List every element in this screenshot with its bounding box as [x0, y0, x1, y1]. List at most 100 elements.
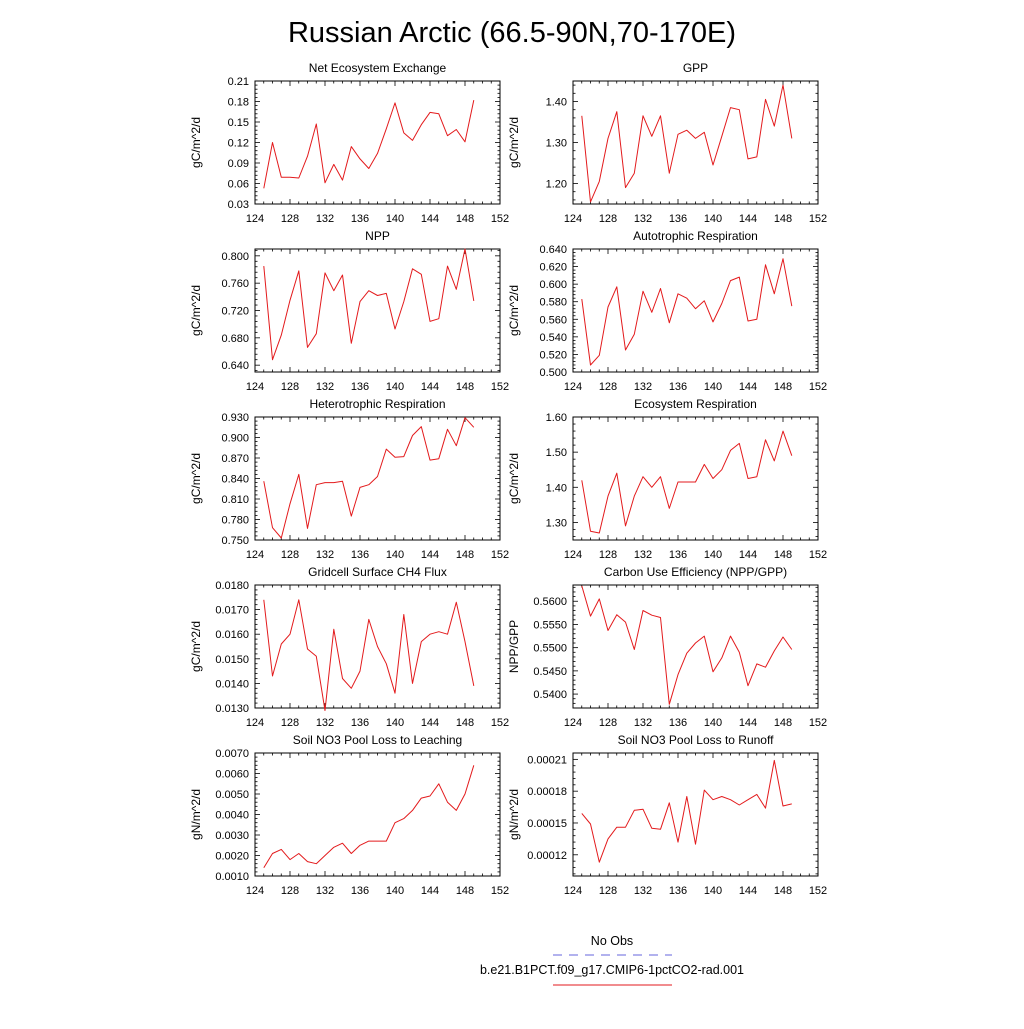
chart-panel-autotrophic-respiration: Autotrophic Respiration 124 128 132 136 140 14…	[507, 229, 827, 393]
x-tick-label: 140	[704, 717, 722, 729]
y-tick-label: 0.0180	[215, 580, 249, 592]
y-tick-label: 0.540	[539, 332, 567, 344]
x-tick-label: 124	[564, 213, 582, 225]
y-tick-label: 0.0130	[215, 703, 249, 715]
panel-title: Autotrophic Respiration	[633, 229, 758, 243]
x-tick-label: 124	[564, 885, 582, 897]
plot-frame	[254, 248, 501, 373]
y-tick-label: 1.50	[546, 447, 567, 459]
y-tick-label: 0.00018	[527, 786, 567, 798]
x-tick-label: 132	[634, 549, 652, 561]
y-tick-label: 0.06	[228, 179, 249, 191]
y-tick-label: 0.5600	[533, 596, 567, 608]
x-tick-label: 148	[456, 885, 474, 897]
x-tick-label: 152	[491, 213, 509, 225]
y-tick-label: 0.750	[221, 535, 249, 547]
chart-panel-npp: NPP 124 128 132 136 140 144 148 152 0.640 0.680 0.7…	[189, 229, 509, 393]
x-tick-label: 124	[564, 717, 582, 729]
x-tick-label: 140	[704, 381, 722, 393]
y-tick-label: 1.30	[546, 517, 567, 529]
y-axis-label: gC/m^2/d	[507, 453, 521, 504]
y-tick-label: 0.5450	[533, 666, 567, 678]
y-tick-label: 0.0020	[215, 851, 249, 863]
y-tick-label: 0.580	[539, 297, 567, 309]
x-tick-label: 140	[386, 549, 404, 561]
x-tick-label: 132	[316, 213, 334, 225]
x-tick-label: 148	[774, 549, 792, 561]
x-tick-label: 140	[704, 549, 722, 561]
y-tick-label: 0.800	[221, 251, 249, 263]
x-tick-label: 144	[421, 381, 439, 393]
x-tick-label: 140	[704, 213, 722, 225]
x-tick-label: 152	[809, 381, 827, 393]
y-tick-label: 0.21	[228, 76, 249, 88]
chart-panel-heterotrophic-respiration: Heterotrophic Respiration 124 128 132 136 140…	[189, 397, 509, 561]
y-tick-label: 0.00015	[527, 818, 567, 830]
y-axis-label: gC/m^2/d	[189, 621, 203, 672]
x-tick-label: 136	[351, 549, 369, 561]
x-tick-label: 148	[456, 717, 474, 729]
y-tick-label: 0.500	[539, 367, 567, 379]
series-line	[581, 759, 792, 863]
y-tick-label: 0.0070	[215, 748, 249, 760]
y-tick-label: 0.5400	[533, 689, 567, 701]
chart-panel-soil-no3-pool-loss-to-runoff: Soil NO3 Pool Loss to Runoff 124 128 132 136…	[507, 733, 827, 897]
x-tick-label: 128	[599, 213, 617, 225]
x-tick-label: 128	[281, 717, 299, 729]
y-tick-label: 0.680	[221, 333, 249, 345]
x-tick-label: 132	[316, 381, 334, 393]
y-tick-label: 0.620	[539, 262, 567, 274]
chart-panel-soil-no3-pool-loss-to-leaching: Soil NO3 Pool Loss to Leaching 124 128 132 1…	[189, 733, 509, 897]
x-tick-label: 136	[351, 381, 369, 393]
plot-frame	[572, 752, 819, 877]
x-tick-label: 152	[809, 885, 827, 897]
series-line	[263, 248, 475, 361]
x-tick-label: 136	[669, 213, 687, 225]
panel-title: Soil NO3 Pool Loss to Runoff	[618, 733, 775, 747]
x-tick-label: 152	[491, 885, 509, 897]
x-tick-label: 148	[456, 213, 474, 225]
y-tick-label: 0.870	[221, 453, 249, 465]
series-line	[263, 599, 475, 711]
x-tick-label: 148	[774, 213, 792, 225]
x-tick-label: 144	[421, 717, 439, 729]
x-tick-label: 140	[704, 885, 722, 897]
x-tick-label: 144	[421, 213, 439, 225]
x-tick-label: 128	[599, 381, 617, 393]
panel-title: Ecosystem Respiration	[634, 397, 757, 411]
x-tick-label: 128	[599, 885, 617, 897]
y-tick-label: 0.18	[228, 97, 249, 109]
series-line	[581, 258, 793, 366]
legend-label-no-obs: No Obs	[591, 934, 633, 948]
panel-title: Carbon Use Efficiency (NPP/GPP)	[604, 565, 787, 579]
x-tick-label: 124	[246, 549, 264, 561]
y-tick-label: 0.640	[539, 244, 567, 256]
x-tick-label: 140	[386, 717, 404, 729]
y-tick-label: 0.840	[221, 474, 249, 486]
x-tick-label: 144	[739, 381, 757, 393]
x-tick-label: 124	[246, 885, 264, 897]
x-tick-label: 128	[281, 549, 299, 561]
y-axis-label: NPP/GPP	[507, 620, 521, 673]
x-tick-label: 128	[599, 717, 617, 729]
x-tick-label: 148	[774, 717, 792, 729]
x-tick-label: 132	[316, 717, 334, 729]
x-tick-label: 144	[421, 549, 439, 561]
x-tick-label: 140	[386, 213, 404, 225]
panel-title: Gridcell Surface CH4 Flux	[308, 565, 447, 579]
plot-frame	[572, 80, 819, 205]
x-tick-label: 128	[281, 885, 299, 897]
x-tick-label: 136	[669, 717, 687, 729]
y-tick-label: 0.0140	[215, 678, 249, 690]
y-tick-label: 0.03	[228, 199, 249, 211]
x-tick-label: 124	[564, 549, 582, 561]
x-tick-label: 140	[386, 885, 404, 897]
plot-frame	[572, 584, 819, 709]
x-tick-label: 144	[739, 213, 757, 225]
chart-panel-ecosystem-respiration: Ecosystem Respiration 124 128 132 136 140 144 1…	[507, 397, 827, 561]
x-tick-label: 124	[564, 381, 582, 393]
y-tick-label: 0.12	[228, 138, 249, 150]
figure-title: Russian Arctic (66.5-90N,70-170E)	[288, 17, 736, 49]
series-line	[263, 99, 475, 189]
